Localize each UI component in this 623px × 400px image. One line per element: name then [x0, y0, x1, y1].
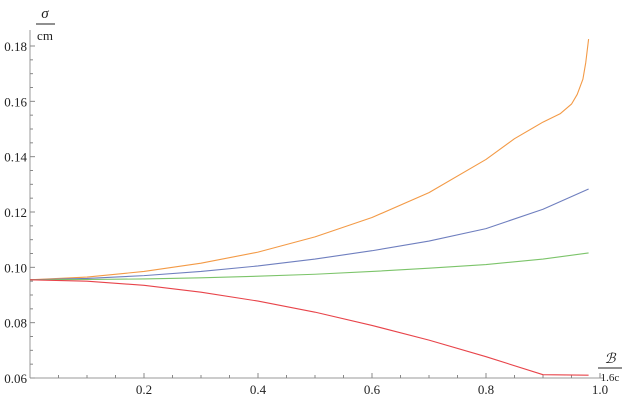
y-tick-label: 0.06: [4, 371, 27, 386]
y-axis-label-numerator: σ: [41, 6, 49, 22]
x-tick-label: 0.8: [478, 382, 494, 397]
x-axis-label-numerator: ℬ: [604, 352, 616, 367]
x-tick-label: 0.6: [364, 382, 381, 397]
x-axis-label: ℬ 1.6c: [598, 352, 622, 384]
y-tick-label: 0.10: [4, 260, 27, 275]
y-tick-label: 0.18: [4, 39, 27, 54]
x-tick-label: 1.0: [592, 382, 608, 397]
y-axis-label-denominator: cm: [37, 28, 53, 43]
y-tick-label: 0.08: [4, 316, 27, 331]
x-tick-label: 0.4: [250, 382, 267, 397]
x-tick-label: 0.2: [136, 382, 152, 397]
y-tick-label: 0.12: [4, 205, 27, 220]
series-line-4: [29, 279, 589, 376]
axes: [29, 30, 604, 379]
series-line-1: [29, 39, 590, 281]
ticks: 0.2 0.4 0.6 0.8 1.0 0.06 0.08 0.10 0.12 0.14 0.16 0…: [4, 39, 608, 397]
series-lines: [29, 39, 590, 376]
series-line-3: [29, 252, 589, 281]
x-axis-label-denominator: 1.6c: [601, 372, 620, 384]
series-line-2: [29, 188, 589, 281]
y-axis-label: σ cm: [36, 6, 55, 43]
y-tick-label: 0.16: [4, 94, 27, 109]
y-tick-label: 0.14: [4, 150, 27, 165]
